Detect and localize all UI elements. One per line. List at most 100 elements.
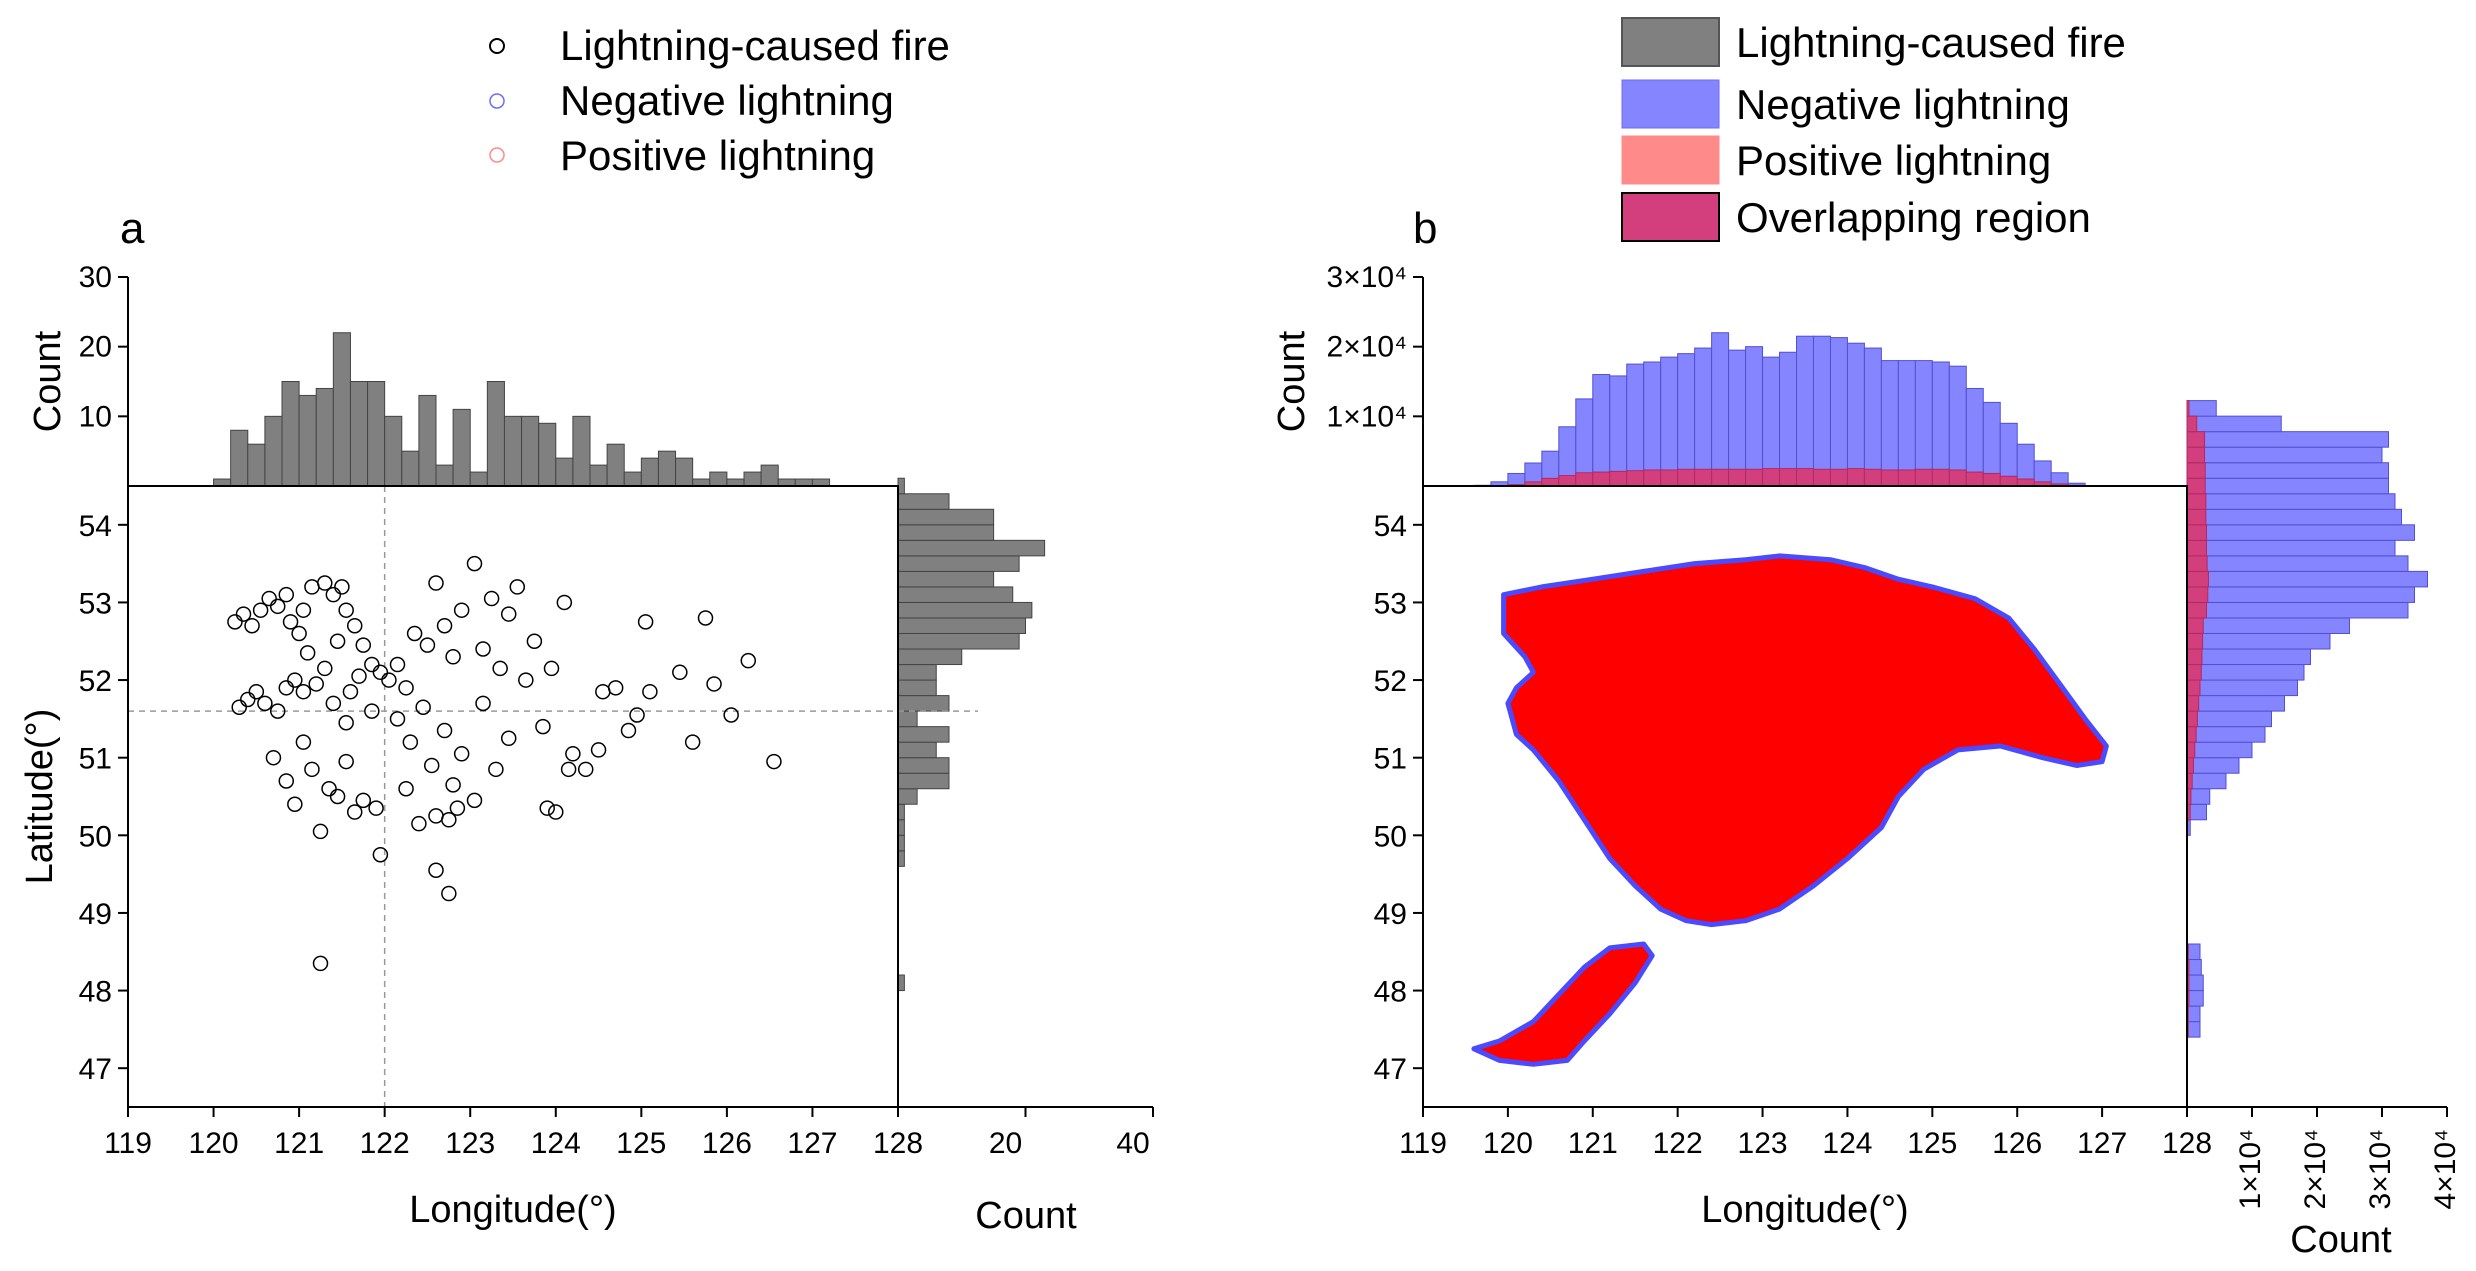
top-histogram-overlap-bar	[1948, 469, 1967, 487]
top-histogram-bar	[281, 381, 300, 487]
top-histogram-bar	[521, 415, 540, 487]
top-histogram-y-tick-label: 10	[79, 400, 112, 433]
top-histogram-overlap-bar	[1863, 468, 1882, 487]
legend-a-negative-marker	[489, 93, 505, 109]
top-histogram-negative-bar	[1812, 335, 1831, 487]
fire-point	[287, 796, 303, 813]
right-histogram-bar	[897, 617, 1026, 634]
top-histogram-bar	[230, 429, 249, 487]
top-histogram-y-tick-label: 30	[79, 261, 112, 294]
y-tick-label: 53	[79, 587, 112, 620]
fire-point	[308, 676, 324, 692]
main-plot-frame	[1422, 485, 2188, 1108]
top-histogram-overlap-bar	[1762, 468, 1781, 487]
fire-point	[466, 792, 483, 809]
right-histogram-overlap-bar	[2186, 632, 2204, 650]
x-tick-label: 122	[360, 1127, 410, 1160]
fire-point	[483, 590, 500, 607]
top-histogram-y-tick-label: 3×10⁴	[1327, 261, 1407, 294]
top-histogram-negative-bar	[1626, 363, 1645, 487]
right-histogram-negative-bar	[2186, 772, 2227, 790]
y-tick-label: 51	[1374, 743, 1407, 776]
top-histogram-overlap-bar	[1812, 468, 1831, 487]
fire-point	[278, 680, 295, 696]
fire-point	[248, 683, 265, 700]
top-histogram-overlap-bar	[1575, 472, 1594, 487]
fire-point	[436, 617, 453, 634]
x-axis-title: Longitude(°)	[1701, 1189, 1908, 1231]
fire-point	[389, 711, 406, 727]
right-histogram-negative-bar	[2186, 648, 2311, 666]
top-histogram-negative-bar	[1643, 361, 1662, 487]
fire-point	[607, 680, 624, 696]
top-histogram-overlap-bar	[1880, 469, 1899, 487]
right-histogram-negative-bar	[2186, 757, 2240, 774]
fire-point	[351, 668, 367, 684]
fire-point	[368, 800, 384, 816]
right-histogram-negative-bar	[2186, 477, 2389, 495]
y-tick-label: 52	[79, 665, 112, 698]
y-tick-label: 47	[79, 1053, 112, 1086]
top-histogram-overlap-bar	[1711, 468, 1730, 487]
legend-b-overlap-swatch	[1621, 192, 1720, 242]
fire-point	[428, 862, 444, 878]
right-histogram-overlap-bar	[2186, 570, 2209, 588]
x-tick-label: 125	[616, 1127, 666, 1160]
legend-b-negative-swatch	[1621, 79, 1720, 129]
right-histogram-negative-bar	[2186, 462, 2389, 479]
top-histogram-bar	[572, 415, 591, 487]
fire-point	[445, 649, 461, 665]
fire-point	[329, 633, 346, 649]
y-tick-label: 47	[1374, 1053, 1407, 1086]
right-histogram-bar	[897, 524, 995, 541]
top-histogram-negative-bar	[1796, 335, 1814, 487]
legend-b-overlap-label: Overlapping region	[1736, 194, 2091, 241]
main-plot-frame	[127, 485, 899, 1108]
right-histogram-negative-bar	[2186, 555, 2409, 572]
right-histogram-overlap-bar	[2186, 462, 2206, 479]
fire-point	[295, 683, 312, 700]
fire-point	[265, 749, 282, 766]
legend-a-positive-label: Positive lightning	[560, 132, 875, 179]
right-histogram-bar	[897, 679, 937, 697]
fire-point	[342, 683, 359, 700]
x-tick-label: 127	[787, 1127, 837, 1160]
top-histogram-y-axis-title: Count	[1271, 330, 1313, 432]
legend-a-negative-label: Negative lightning	[560, 77, 894, 124]
top-histogram-bar	[469, 471, 488, 487]
top-histogram-bar	[264, 415, 283, 487]
right-histogram-overlap-bar	[2186, 664, 2202, 681]
right-histogram-overlap-bar	[2186, 431, 2206, 448]
top-histogram-negative-bar	[1846, 342, 1865, 487]
x-tick-label: 124	[1822, 1127, 1872, 1160]
fire-point	[475, 641, 491, 657]
fire-point	[419, 637, 436, 653]
fire-point	[278, 773, 295, 789]
fire-point	[629, 707, 645, 723]
right-histogram-bar	[897, 726, 950, 743]
fire-point	[543, 660, 560, 677]
top-histogram-negative-bar	[1948, 365, 1967, 487]
legend-b-positive-label: Positive lightning	[1736, 137, 2051, 184]
right-histogram-overlap-bar	[2186, 539, 2207, 557]
x-tick-label: 122	[1653, 1127, 1703, 1160]
top-histogram-bar	[692, 478, 711, 487]
top-histogram-negative-bar	[1829, 337, 1848, 487]
fire-point	[415, 699, 431, 715]
right-histogram-overlap-bar	[2186, 400, 2190, 417]
right-histogram-overlap-bar	[2186, 586, 2209, 603]
top-histogram-negative-bar	[1609, 375, 1628, 487]
right-histogram-bar	[897, 586, 1014, 603]
fire-point	[398, 680, 414, 696]
lightning-region-small	[1471, 941, 1655, 1067]
right-histogram-bar	[897, 695, 950, 712]
right-histogram-x-tick-label: 1×10⁴	[2234, 1129, 2267, 1209]
top-histogram-negative-bar	[1931, 361, 1950, 487]
right-histogram-negative-bar	[2186, 679, 2298, 697]
fire-point	[231, 699, 247, 715]
fire-point	[261, 590, 277, 607]
top-histogram-overlap-bar	[1660, 469, 1679, 487]
top-histogram-bar	[589, 464, 608, 487]
panel-b-right-histogram	[2186, 400, 2428, 1038]
fire-point	[321, 780, 337, 797]
